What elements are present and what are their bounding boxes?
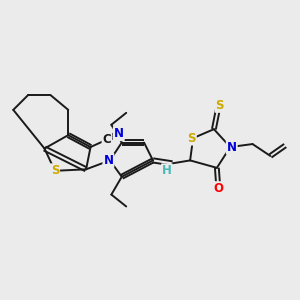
- Text: H: H: [162, 164, 172, 177]
- Text: N: N: [103, 154, 113, 167]
- Text: C: C: [103, 133, 111, 146]
- Text: N: N: [114, 127, 124, 140]
- Text: S: S: [216, 99, 224, 112]
- Text: S: S: [188, 132, 196, 145]
- Text: S: S: [51, 164, 59, 177]
- Text: O: O: [213, 182, 224, 195]
- Text: N: N: [227, 140, 237, 154]
